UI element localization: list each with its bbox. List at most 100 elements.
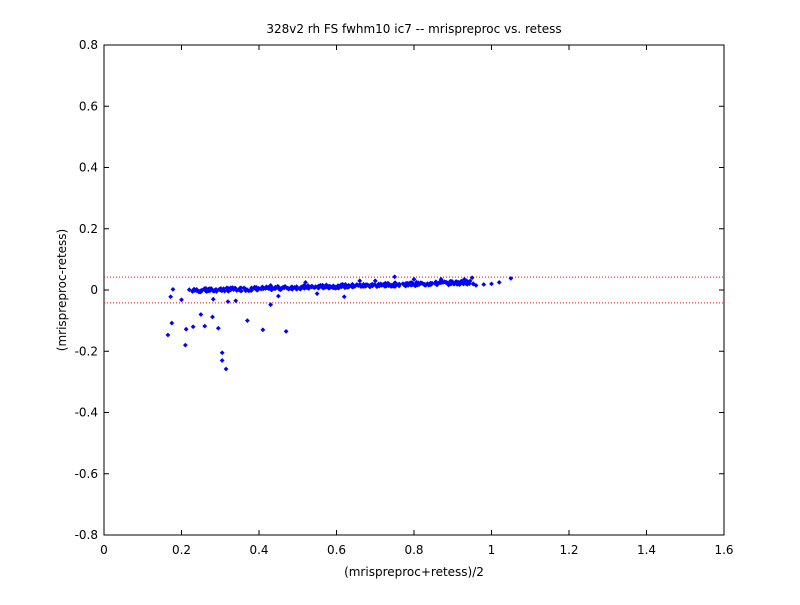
chart-title: 328v2 rh FS fwhm10 ic7 -- mrispreproc vs… xyxy=(266,22,561,36)
data-point xyxy=(369,281,375,287)
data-point xyxy=(303,279,308,285)
data-point xyxy=(234,288,240,293)
data-point xyxy=(275,293,281,299)
data-point xyxy=(382,280,388,286)
data-point xyxy=(244,287,250,293)
data-point xyxy=(277,285,282,291)
y-tick-label: 0 xyxy=(90,283,98,297)
data-point xyxy=(233,298,239,304)
data-point xyxy=(458,281,463,287)
data-point xyxy=(461,276,467,282)
data-point xyxy=(469,275,475,281)
data-point xyxy=(179,297,184,303)
data-point xyxy=(466,281,472,287)
data-point xyxy=(392,274,398,280)
data-point xyxy=(202,323,208,329)
data-point xyxy=(411,276,417,282)
data-point xyxy=(221,286,227,292)
data-point xyxy=(194,287,200,292)
y-tick-label: -0.8 xyxy=(75,528,98,542)
data-point xyxy=(223,366,229,372)
data-point xyxy=(213,287,219,293)
data-point xyxy=(312,284,318,290)
x-tick-label: 0.4 xyxy=(249,543,268,557)
data-point xyxy=(368,282,373,288)
data-point xyxy=(268,302,274,308)
data-point xyxy=(481,282,487,287)
data-point xyxy=(372,278,378,284)
data-point xyxy=(210,314,215,320)
data-point xyxy=(219,350,225,356)
data-point xyxy=(238,288,244,294)
x-axis: 0 0.2 0.4 0.6 0.8 1 1.2 1.4 1.6 xyxy=(100,45,734,557)
x-tick-label: 0.2 xyxy=(172,543,191,557)
data-point xyxy=(260,284,265,290)
y-tick-label: 0.8 xyxy=(79,38,98,52)
data-point xyxy=(198,312,204,317)
data-points xyxy=(165,274,514,372)
data-point xyxy=(341,294,347,300)
data-point xyxy=(429,280,435,286)
data-point xyxy=(244,318,250,324)
data-point xyxy=(392,283,398,289)
x-tick-label: 0.8 xyxy=(404,543,423,557)
data-point xyxy=(508,275,514,281)
data-point xyxy=(233,285,238,291)
data-point xyxy=(168,294,174,300)
data-point xyxy=(182,342,188,348)
x-tick-label: 1 xyxy=(488,543,496,557)
y-tick-label: -0.2 xyxy=(75,344,98,358)
data-point xyxy=(199,288,205,293)
y-tick-label: 0.4 xyxy=(79,161,98,175)
data-point xyxy=(463,280,469,286)
x-tick-label: 0.6 xyxy=(327,543,346,557)
y-tick-label: -0.6 xyxy=(75,467,98,481)
data-point xyxy=(319,283,325,288)
data-point xyxy=(191,286,197,292)
data-point xyxy=(294,284,300,290)
data-point xyxy=(411,282,417,288)
data-point xyxy=(315,285,321,291)
data-point xyxy=(169,320,175,326)
data-point xyxy=(473,283,479,288)
y-axis-label: (mrispreproc-retess) xyxy=(55,229,69,351)
data-point xyxy=(303,284,308,289)
data-point xyxy=(170,286,176,292)
data-point xyxy=(357,278,363,284)
data-point xyxy=(314,291,320,297)
data-point xyxy=(198,289,204,295)
x-tick-label: 0 xyxy=(100,543,108,557)
x-tick-label: 1.2 xyxy=(559,543,578,557)
data-point xyxy=(327,284,333,289)
data-point xyxy=(215,325,221,331)
data-point xyxy=(437,279,442,285)
data-point xyxy=(219,358,225,363)
data-point xyxy=(496,279,502,285)
data-point xyxy=(438,276,444,282)
data-point xyxy=(225,299,231,305)
data-point xyxy=(186,287,192,293)
data-point xyxy=(282,283,288,289)
data-point xyxy=(190,289,195,294)
data-point xyxy=(165,332,171,338)
data-point xyxy=(330,284,336,289)
x-tick-label: 1.6 xyxy=(714,543,733,557)
y-tick-label: 0.6 xyxy=(79,99,98,113)
data-point xyxy=(183,326,189,332)
x-axis-label: (mrispreproc+retess)/2 xyxy=(344,565,484,579)
data-point xyxy=(283,328,289,334)
x-tick-label: 1.4 xyxy=(637,543,656,557)
data-point xyxy=(397,281,402,287)
y-tick-label: 0.2 xyxy=(79,222,98,236)
data-point xyxy=(268,283,274,288)
y-axis: -0.8 -0.6 -0.4 -0.2 0 0.2 0.4 0.6 0.8 xyxy=(75,38,724,542)
data-point xyxy=(464,278,470,284)
data-point xyxy=(489,281,494,287)
data-point xyxy=(210,296,216,302)
data-point xyxy=(260,327,266,333)
data-point xyxy=(190,324,196,330)
data-point xyxy=(360,283,366,288)
y-tick-label: -0.4 xyxy=(75,406,98,420)
